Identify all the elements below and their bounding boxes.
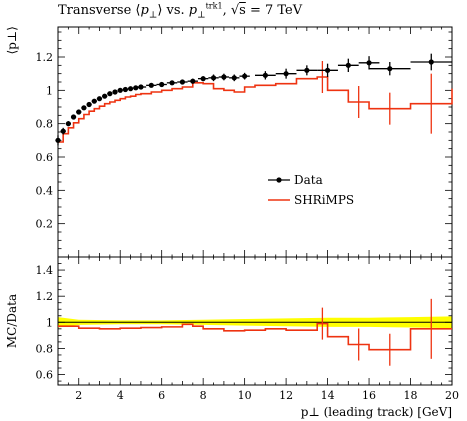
data-point [283, 71, 289, 77]
data-point [387, 66, 393, 72]
data-point [133, 85, 139, 91]
legend-data-label: Data [294, 173, 323, 187]
y-tick-label-main: 0.4 [36, 184, 54, 197]
data-point [210, 75, 217, 81]
x-tick-label: 20 [445, 389, 459, 402]
data-point [231, 75, 237, 81]
data-point [122, 86, 128, 93]
data-point [304, 67, 310, 73]
data-point [366, 60, 372, 66]
data-point [55, 137, 61, 143]
y-axis-label-main: ⟨p⊥⟩ [5, 26, 19, 54]
y-tick-label-main: 0.8 [36, 118, 54, 131]
data-point [112, 89, 118, 95]
x-tick-label: 18 [404, 389, 418, 402]
data-point [159, 81, 165, 88]
y-tick-label-ratio: 0.8 [36, 342, 54, 355]
data-point [107, 91, 113, 97]
data-point [242, 73, 248, 79]
data-point [91, 98, 97, 104]
data-point [148, 82, 154, 88]
shrimps-histogram [58, 76, 453, 143]
y-tick-label-ratio: 1.2 [36, 290, 54, 303]
data-point [179, 79, 186, 85]
data-point [169, 80, 175, 86]
x-tick-label: 12 [279, 389, 293, 402]
data-point [60, 128, 66, 134]
main-panel-frame [57, 26, 453, 258]
x-axis-label: p⊥ (leading track) [GeV] [301, 405, 452, 419]
shrimps-ratio-histogram [58, 322, 452, 351]
data-point [428, 59, 434, 65]
data-point [324, 67, 331, 73]
data-point [117, 87, 123, 93]
y-tick-label-main: 0.6 [36, 151, 54, 164]
data-point [76, 109, 82, 115]
x-tick-label: 4 [117, 389, 124, 402]
data-point [70, 114, 77, 120]
y-tick-label-main: 0.2 [36, 218, 54, 231]
y-tick-label-main: 1 [46, 84, 53, 97]
y-tick-label-ratio: 1 [46, 316, 53, 329]
y-tick-label-ratio: 0.6 [36, 369, 54, 382]
x-tick-label: 8 [200, 389, 207, 402]
data-point [102, 93, 108, 99]
data-point [65, 121, 71, 127]
x-tick-label: 6 [158, 389, 165, 402]
data-point [138, 84, 144, 90]
y-axis-label-ratio: MC/Data [5, 294, 19, 348]
data-point [127, 86, 134, 92]
data-point [190, 78, 196, 84]
legend-data-marker [276, 177, 282, 183]
data-point [221, 74, 227, 80]
x-tick-label: 16 [362, 389, 376, 402]
chart-title: Transverse ⟨p⊥⟩ vs. p⊥trk1, √s = 7 TeV [58, 2, 303, 21]
legend-shrimps-label: SHRiMPS [294, 193, 354, 207]
y-tick-label-main: 1.2 [36, 51, 54, 64]
data-point [86, 101, 92, 108]
data-point [345, 62, 351, 68]
x-tick-label: 14 [321, 389, 335, 402]
x-tick-label: 2 [75, 389, 82, 402]
data-point [96, 96, 103, 102]
data-point [200, 76, 206, 82]
x-tick-label: 10 [238, 389, 252, 402]
data-point [81, 105, 87, 111]
data-point [262, 72, 268, 78]
y-tick-label-ratio: 1.4 [36, 264, 54, 277]
